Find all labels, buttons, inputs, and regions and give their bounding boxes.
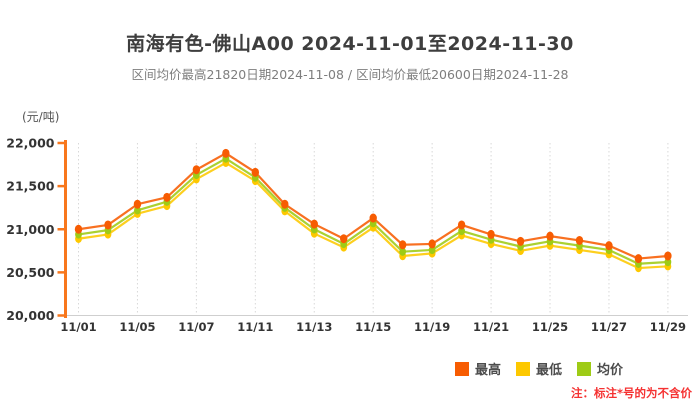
data-point-最高-11/27[interactable]: [605, 241, 613, 251]
data-point-最高-11/25[interactable]: [546, 231, 554, 241]
legend-label: 均价: [597, 363, 624, 378]
data-point-最高-11/26[interactable]: [575, 235, 584, 245]
legend-label: 最高: [475, 363, 502, 378]
x-tick-label: 11/25: [532, 320, 568, 334]
y-axis-unit-label: (元/吨): [22, 110, 60, 124]
x-tick-label: 11/19: [414, 320, 450, 334]
data-point-最高-11/15[interactable]: [369, 213, 377, 223]
x-tick-label: 11/15: [355, 320, 391, 334]
footnote: 注：标注*号的为不含价: [570, 386, 692, 400]
x-tick-label: 11/21: [473, 320, 509, 334]
data-point-最高-11/06[interactable]: [163, 192, 171, 202]
legend-label: 最低: [536, 363, 563, 378]
legend-swatch-icon: [577, 361, 592, 376]
chart-subtitle: 区间均价最高21820日期2024-11-08 / 区间均价最低20600日期2…: [131, 67, 569, 82]
x-tick-label: 11/27: [591, 320, 627, 334]
data-point-最高-11/01[interactable]: [74, 224, 83, 234]
data-point-最高-11/07[interactable]: [192, 165, 201, 175]
x-tick-label: 11/29: [650, 320, 686, 334]
data-point-最高-11/12[interactable]: [281, 199, 289, 209]
legend-item-均价[interactable]: 均价: [577, 359, 623, 378]
price-line-chart: 20,000 20,500 21,000 21,500 22,000 11/01 11/05…: [6, 136, 688, 334]
data-point-最高-11/22[interactable]: [516, 236, 525, 246]
data-point-最高-11/18[interactable]: [398, 240, 407, 250]
x-tick-label: 11/05: [119, 320, 155, 334]
x-tick-label: 11/11: [237, 320, 273, 334]
data-point-均价-11/18[interactable]: [399, 247, 407, 256]
legend-item-最高[interactable]: 最高: [455, 359, 501, 378]
chart-legend: 最高 最低 均价: [455, 359, 638, 378]
data-point-最高-11/04[interactable]: [104, 220, 112, 230]
data-point-最高-11/28[interactable]: [634, 254, 643, 264]
data-point-最高-11/05[interactable]: [133, 199, 142, 209]
x-tick-label: 11/01: [60, 320, 96, 334]
data-point-最高-11/29[interactable]: [664, 251, 672, 261]
data-point-最高-11/14[interactable]: [340, 234, 348, 244]
y-tick-label: 20,500: [6, 265, 55, 280]
y-tick-label: 21,000: [6, 222, 55, 237]
legend-swatch-icon: [516, 361, 531, 376]
page-title: 南海有色-佛山A00 2024-11-01至2024-11-30: [126, 33, 574, 55]
y-tick-label: 22,000: [6, 136, 55, 151]
data-point-最高-11/13[interactable]: [310, 219, 318, 229]
x-tick-label: 11/13: [296, 320, 332, 334]
data-point-最高-11/19[interactable]: [428, 239, 436, 249]
legend-item-最低[interactable]: 最低: [516, 359, 562, 378]
data-point-最高-11/11[interactable]: [251, 167, 260, 177]
x-tick-label: 11/07: [178, 320, 214, 334]
data-point-最高-11/20[interactable]: [457, 220, 466, 230]
y-tick-label: 20,000: [6, 308, 55, 323]
data-point-最高-11/21[interactable]: [487, 229, 495, 239]
data-point-最高-11/08[interactable]: [222, 148, 230, 158]
y-tick-label: 21,500: [6, 179, 55, 194]
legend-swatch-icon: [455, 361, 469, 376]
